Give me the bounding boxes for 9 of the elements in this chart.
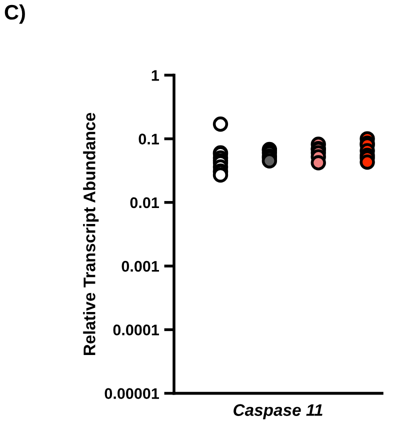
y-axis-title: Relative Transcript Abundance <box>83 112 99 356</box>
y-tick-label: 0.0001 <box>113 324 159 336</box>
y-tick-label: 0.1 <box>138 134 159 144</box>
x-axis-title: Caspase 11 <box>234 404 322 420</box>
y-tick-label: 0.01 <box>130 197 159 208</box>
chart-title: C) <box>4 4 25 24</box>
y-tick-label: 0.001 <box>122 260 159 272</box>
y-tick-label: 1 <box>152 70 159 81</box>
y-tick-label: 0.00001 <box>104 388 159 399</box>
